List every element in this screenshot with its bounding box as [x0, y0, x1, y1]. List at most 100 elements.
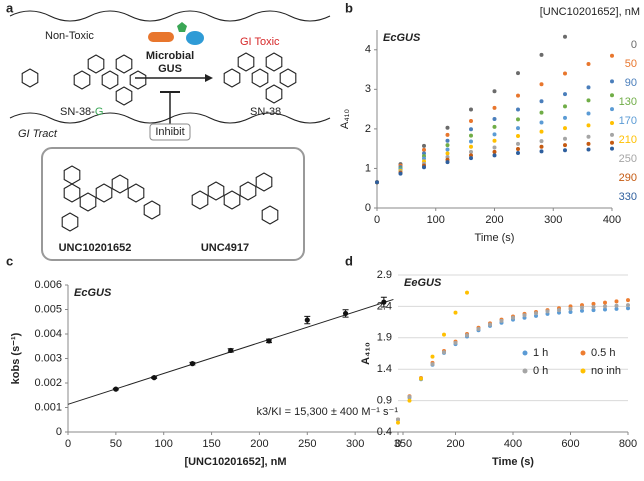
non-toxic-label: Non-Toxic — [45, 30, 94, 42]
data-point — [422, 165, 426, 170]
data-point — [591, 301, 596, 306]
inhibitor-name: UNC4917 — [201, 242, 249, 254]
data-point — [445, 147, 450, 152]
data-point — [516, 126, 520, 131]
data-point — [568, 306, 573, 311]
x-tick-label: 250 — [298, 438, 316, 450]
x-tick-label: 0 — [374, 214, 380, 226]
data-point — [563, 126, 567, 131]
data-point — [563, 148, 567, 153]
y-tick-label: 0.003 — [34, 352, 62, 364]
arrowhead — [205, 74, 213, 82]
data-point — [586, 147, 591, 152]
data-point — [580, 305, 584, 310]
data-point — [419, 376, 423, 381]
data-point — [151, 375, 157, 381]
data-point — [396, 417, 400, 422]
data-point — [492, 153, 497, 158]
glucuronide-tag: G — [95, 106, 104, 118]
data-point — [407, 398, 412, 403]
data-point — [591, 305, 596, 310]
ring — [223, 190, 241, 210]
ring — [279, 68, 297, 88]
data-point — [603, 304, 607, 309]
data-point — [422, 147, 426, 152]
data-point — [626, 306, 630, 311]
ring — [115, 54, 133, 74]
ring — [101, 70, 119, 90]
ring — [95, 183, 113, 203]
y-axis-title: A₄₁₀ — [360, 342, 372, 365]
data-point — [516, 147, 520, 152]
legend-entry: 250 — [619, 153, 637, 165]
panel-label: b — [345, 0, 353, 15]
x-tick-label: 300 — [544, 214, 562, 226]
y-tick-label: 1.4 — [377, 363, 392, 375]
x-axis-title: Time (s) — [492, 456, 534, 468]
y-tick-label: 0.004 — [34, 328, 62, 340]
x-tick-label: 50 — [110, 438, 122, 450]
ring — [79, 192, 97, 212]
data-point — [563, 136, 567, 141]
data-point — [453, 340, 458, 345]
gus-enzyme-icon — [148, 22, 204, 45]
legend-entry: 50 — [625, 58, 637, 70]
data-point — [469, 149, 473, 154]
data-point — [492, 117, 497, 121]
ring — [237, 52, 255, 72]
data-point — [422, 143, 426, 148]
data-point — [539, 110, 544, 115]
legend-entry: 90 — [625, 77, 637, 89]
data-point — [375, 180, 379, 185]
data-point — [516, 93, 520, 98]
data-point — [586, 111, 591, 116]
y-tick-label: 0 — [365, 202, 371, 214]
data-point — [304, 317, 310, 323]
legend-entry: 330 — [619, 191, 637, 203]
data-point — [614, 299, 619, 304]
data-point — [189, 361, 196, 367]
data-point — [469, 153, 473, 158]
data-point — [516, 71, 520, 76]
data-point — [499, 318, 504, 323]
structures — [21, 52, 297, 232]
ring — [73, 70, 91, 90]
legend-entry: 210 — [619, 134, 637, 146]
data-point — [539, 149, 544, 154]
data-point — [469, 133, 473, 138]
data-point — [586, 85, 591, 90]
data-point — [610, 53, 614, 58]
x-tick-label: 150 — [202, 438, 220, 450]
data-point — [469, 139, 473, 144]
data-point — [586, 98, 591, 103]
data-point — [610, 132, 614, 137]
data-point — [563, 104, 567, 109]
y-tick-label: 0.005 — [34, 303, 62, 315]
ring — [143, 200, 161, 220]
data-point — [453, 310, 458, 315]
ring — [261, 205, 279, 225]
y-axis-title: A₄₁₀ — [339, 109, 351, 129]
x-tick-label: 600 — [561, 438, 579, 450]
prodrug-label: SN-38-G — [60, 106, 103, 118]
data-point — [516, 134, 520, 139]
y-axis-title: kobs (s⁻¹) — [10, 332, 22, 384]
data-point — [545, 309, 550, 314]
ring — [63, 165, 81, 185]
gut-wall-top — [9, 10, 331, 22]
ring — [191, 190, 209, 210]
data-point — [603, 307, 607, 312]
data-point — [442, 350, 446, 355]
legend-entry: 0.5 h — [591, 347, 615, 359]
ring — [127, 183, 145, 203]
y-tick-label: 3 — [365, 83, 371, 95]
data-point — [469, 118, 473, 123]
data-point — [381, 299, 387, 305]
drug-label: SN-38 — [250, 106, 281, 118]
data-point — [407, 394, 412, 399]
data-point — [430, 354, 435, 359]
data-point — [445, 143, 450, 148]
chart-title: EeGUS — [404, 277, 442, 289]
y-tick-label: 2.4 — [377, 300, 392, 312]
y-tick-label: 0.9 — [377, 395, 392, 407]
